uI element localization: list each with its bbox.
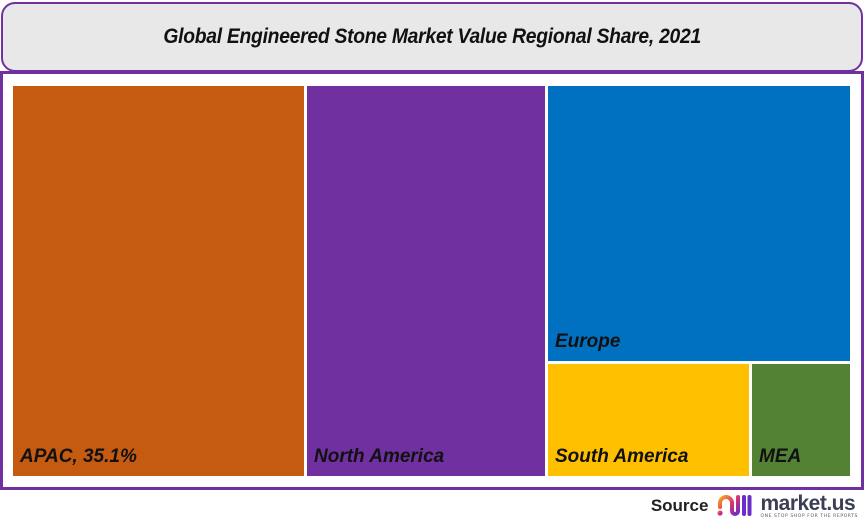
brand-tagline: ONE STOP SHOP FOR THE REPORTS — [760, 513, 858, 519]
treemap-cell-mea: MEA — [752, 364, 850, 476]
source-label: Source — [650, 496, 709, 515]
cell-label-mea: MEA — [759, 446, 802, 467]
treemap-frame: APAC, 35.1% North America Europe South A… — [0, 71, 864, 490]
chart-title-box: Global Engineered Stone Market Value Reg… — [1, 2, 863, 72]
source-attribution: Source market.us ONE STOP SHOP FOR THE R… — [651, 490, 858, 522]
cell-label-north-america: North America — [314, 446, 445, 467]
cell-label-south-america: South America — [555, 446, 689, 467]
cell-label-apac: APAC, 35.1% — [20, 446, 137, 467]
cell-label-europe: Europe — [555, 331, 621, 352]
market-us-logo-icon — [717, 495, 752, 516]
chart-title: Global Engineered Stone Market Value Reg… — [163, 25, 701, 48]
brand-name: market.us — [760, 491, 856, 515]
treemap-cell-apac: APAC, 35.1% — [13, 86, 304, 476]
treemap-cell-north-america: North America — [307, 86, 545, 476]
treemap-cell-south-america: South America — [548, 364, 749, 476]
treemap-cell-europe: Europe — [548, 86, 850, 361]
